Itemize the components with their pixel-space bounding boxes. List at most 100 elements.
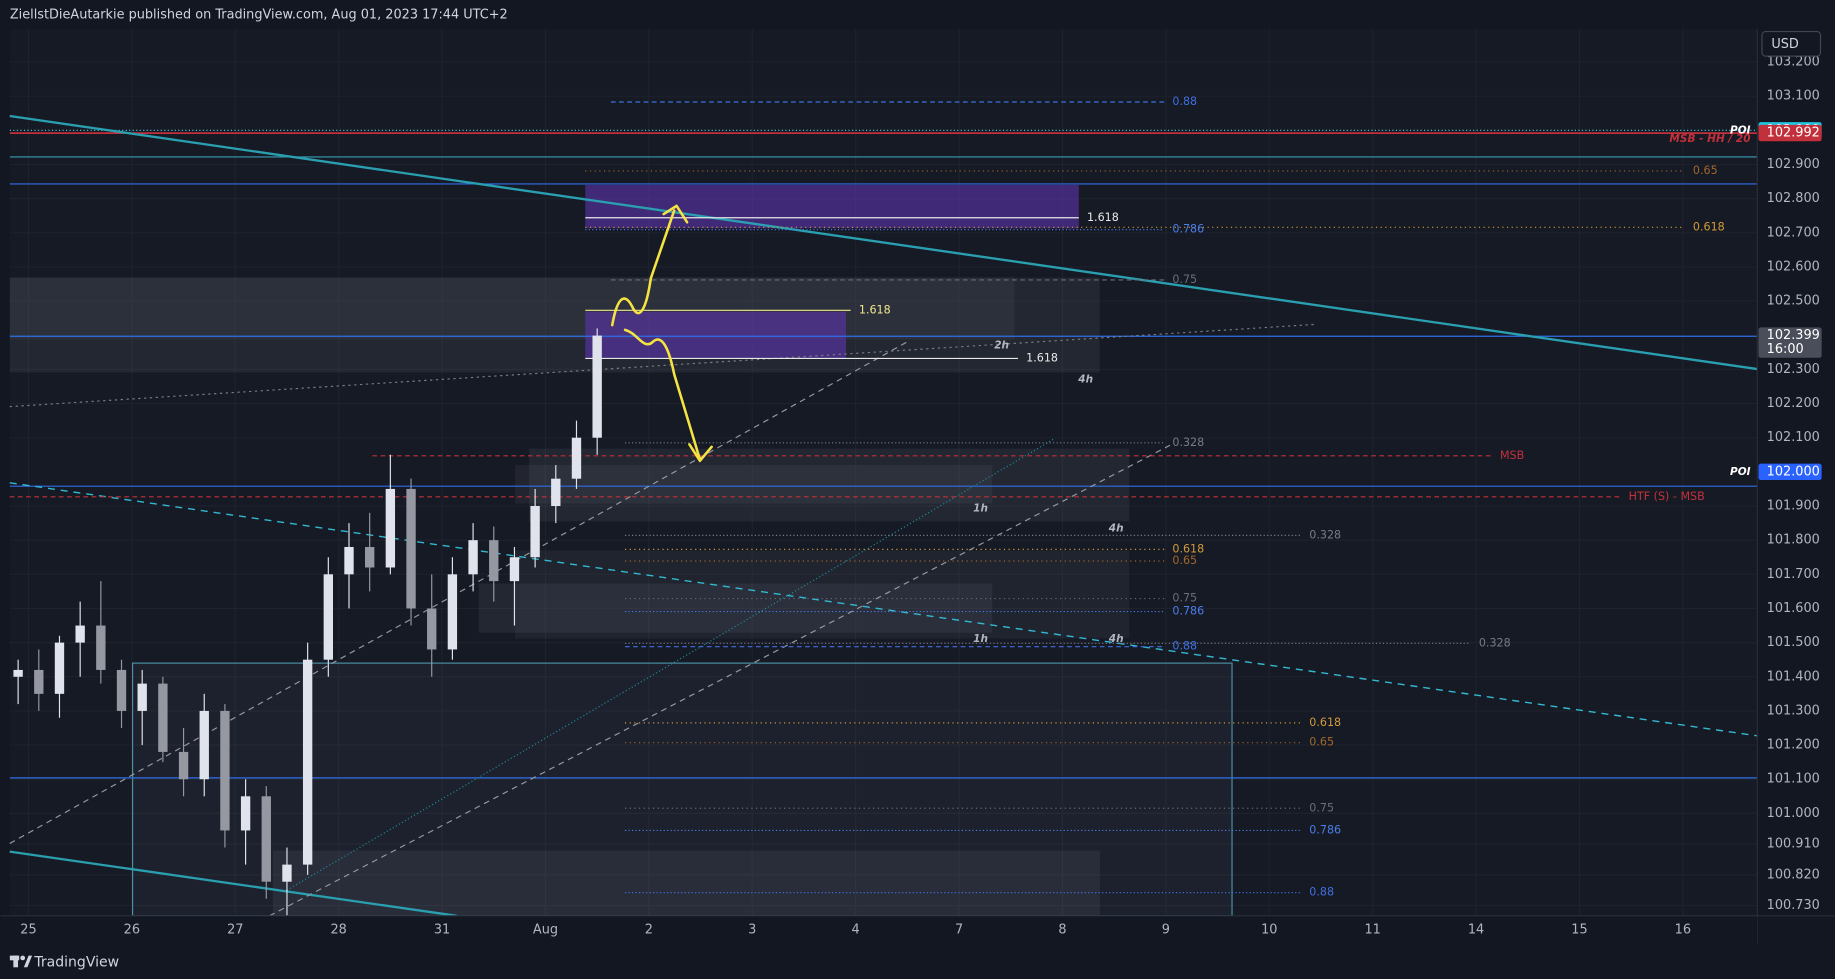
x-tick-label: Aug [533,922,558,937]
fib-label: 1.618 [859,303,891,316]
fib-label: 0.88 [1172,95,1197,108]
price-label: 102.399 [1767,328,1820,343]
candle-body [530,506,540,558]
arrow-up [610,209,676,327]
annotation: 4h [1077,374,1093,386]
footer-brand[interactable]: TradingView [33,955,119,971]
arrow-down [623,328,702,461]
candle-body [302,659,313,865]
x-tick-label: 11 [1364,922,1380,937]
fib-label: 1.618 [1087,211,1119,224]
fib-label: HTF (S) - MSB [1629,490,1705,503]
candle-body [261,796,271,882]
y-tick-label: 100.820 [1767,867,1820,882]
candle-body [406,488,416,609]
fib-label: 0.75 [1309,801,1334,814]
y-tick-label: 102.700 [1767,225,1820,240]
candle-body [365,546,375,568]
x-tick-label: 8 [1058,922,1066,937]
fib-label: 0.75 [1172,273,1197,286]
zone [478,583,993,633]
annotation: 1h [973,633,988,645]
trend-line [9,850,457,917]
y-tick-label: 102.900 [1767,157,1820,172]
footer [0,945,1835,979]
y-tick-label: 102.100 [1767,430,1820,445]
zone [585,311,847,359]
fib-label: 0.328 [1172,436,1204,449]
x-tick-label: 28 [330,922,346,937]
x-tick-label: 16 [1675,922,1691,937]
fib-label: 0.75 [1172,592,1197,605]
candle-body [13,669,23,677]
price-label: 102.000 [1767,464,1820,479]
y-tick-label: 103.200 [1767,55,1820,70]
candle-body [75,625,85,643]
grid-layer [9,29,1758,916]
y-tick-label: 102.600 [1767,259,1820,274]
y-tick-label: 101.800 [1767,533,1820,548]
annotation: MSB - HH / 20 [1669,133,1750,145]
trend-line [269,444,1171,917]
x-tick-label: 3 [748,922,756,937]
y-tick-label: 101.700 [1767,567,1820,582]
y-tick-label: 101.500 [1767,635,1820,650]
candle-body [551,478,561,507]
fib-label: 0.65 [1172,554,1197,567]
candle-body [323,574,333,660]
trend-line [9,323,1317,408]
fib-label: 0.328 [1479,636,1511,649]
zone [9,277,1015,340]
annotations-layer: 0.880.651.6180.6180.7860.751.6181.6180.3… [859,95,1751,899]
annotation: POI [1730,466,1751,478]
candles-layer [13,328,602,916]
trend-line [286,438,1054,891]
candle-body [592,335,602,438]
fib-label: 0.88 [1309,886,1334,899]
candle-body [34,669,44,694]
fib-label: 0.618 [1309,716,1341,729]
price-axis [1757,29,1835,946]
axis-layer: 25 26 27 28 31 Aug 2 3 4 7 8 9 10 11 14 15 16 103.200 103.… [20,55,1822,937]
y-tick-label: 100.910 [1767,837,1820,852]
y-tick-label: 101.600 [1767,601,1820,616]
y-tick-label: 102.800 [1767,191,1820,206]
candle-body [282,864,292,882]
candle-body [158,683,168,752]
annotation: 1h [973,503,988,515]
candle-body [447,574,458,650]
logo-part [20,955,26,961]
fib-label: 0.618 [1172,542,1204,555]
zone [515,465,993,504]
y-tick-label: 101.900 [1767,499,1820,514]
price-label-box [1758,463,1822,481]
candle-body [489,540,499,582]
y-tick-label: 101.400 [1767,669,1820,684]
logo-part [23,955,33,968]
fib-label: 0.328 [1309,528,1341,541]
candle-body [220,710,230,831]
candle-body [427,608,437,650]
x-tick-label: 14 [1468,922,1484,937]
price-label-time: 16:00 [1767,342,1804,357]
candle-body [385,488,396,568]
zone [272,850,1100,916]
lines-layer [9,101,1758,917]
fib-label: 1.618 [1026,351,1058,364]
price-label-box [1758,327,1822,358]
time-axis [0,915,1758,946]
x-tick-label: 25 [20,922,36,937]
candle-body [199,710,209,780]
trend-line [9,482,1758,737]
y-tick-label: 101.300 [1767,703,1820,718]
arrow-down-head [688,443,713,463]
currency-button[interactable] [1761,30,1822,57]
zone [132,662,1233,917]
y-tick-label: 103.100 [1767,89,1820,104]
zones-layer [9,184,1233,917]
x-tick-label: 7 [955,922,963,937]
y-tick-label: 102.200 [1767,396,1820,411]
x-tick-label: 26 [124,922,140,937]
